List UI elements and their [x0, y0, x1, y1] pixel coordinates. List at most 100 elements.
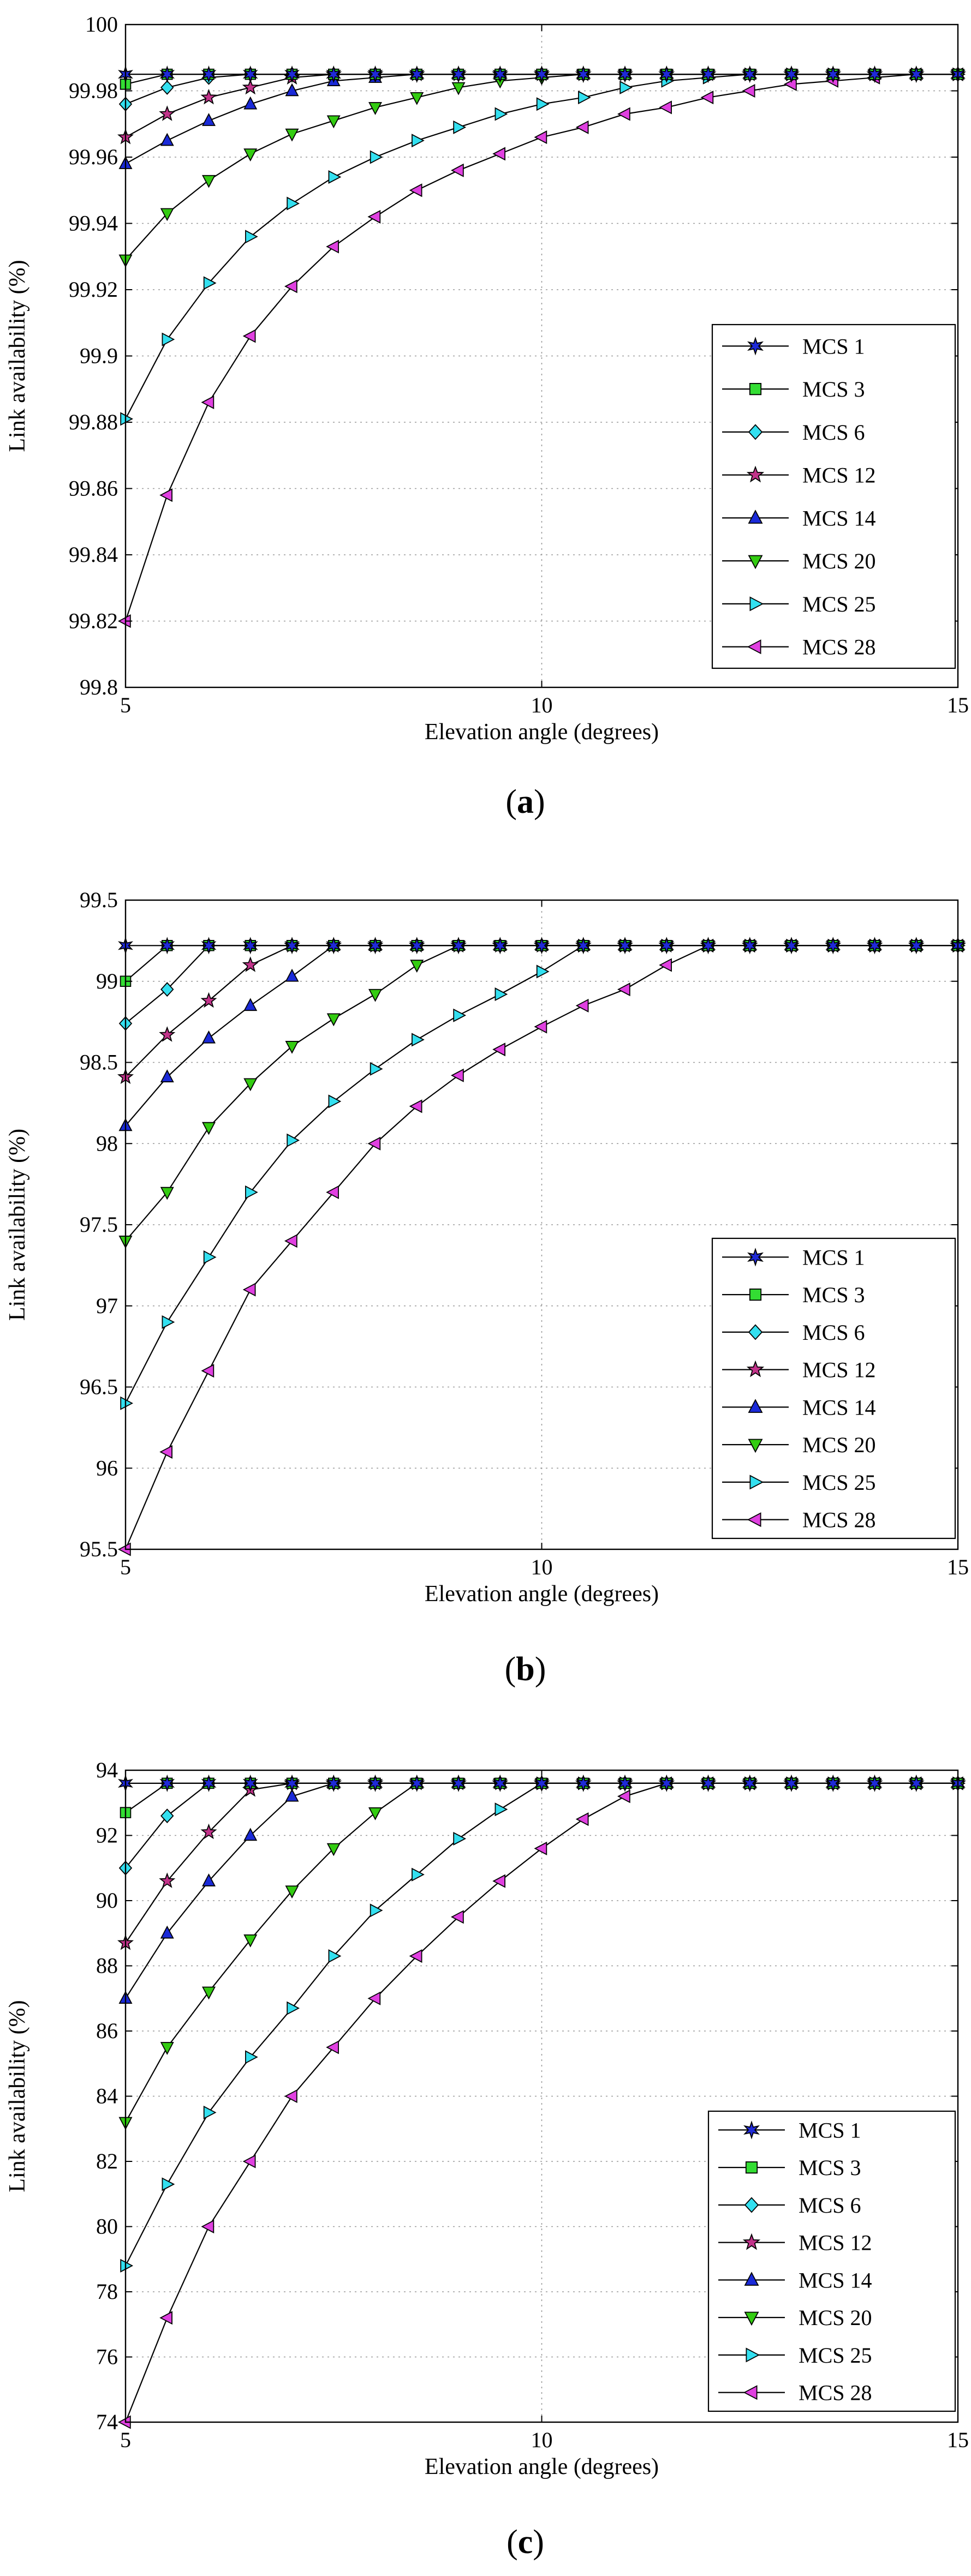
data-point-mcs-1	[784, 65, 799, 83]
data-point-mcs-25	[370, 150, 383, 164]
data-point-mcs-20	[368, 989, 382, 1002]
legend-item-mcs-20: MCS 20	[722, 1433, 876, 1457]
data-point-mcs-25	[370, 1903, 383, 1918]
data-point-mcs-20	[243, 1078, 258, 1092]
data-point-mcs-28	[201, 1364, 215, 1378]
y-tick-label: 99.94	[69, 211, 118, 236]
data-point-mcs-28	[617, 983, 630, 997]
data-point-mcs-25	[328, 1949, 342, 1963]
data-point-mcs-20	[326, 1013, 341, 1027]
data-point-mcs-6	[160, 982, 174, 997]
data-point-mcs-28	[201, 2220, 215, 2233]
legend-item-mcs-20: MCS 20	[722, 549, 876, 573]
figure-caption: (b)	[505, 1651, 546, 1688]
data-point-mcs-28	[409, 1949, 422, 1963]
x-tick-label: 15	[947, 2428, 969, 2452]
data-point-mcs-25	[453, 1831, 467, 1846]
data-point-mcs-1	[451, 937, 466, 955]
data-point-mcs-1	[825, 65, 841, 83]
data-point-mcs-1	[867, 1774, 883, 1793]
chart-c: 5 10 15 74 76 78 80 82 84 86 88 90 92 94 Elevation ang…	[5, 1758, 969, 2561]
legend-marker	[743, 2385, 758, 2400]
data-point-mcs-28	[575, 998, 589, 1013]
legend-label: MCS 1	[799, 2118, 861, 2142]
legend-marker	[747, 337, 764, 356]
data-point-mcs-1	[534, 65, 550, 83]
data-point-mcs-1	[534, 937, 550, 955]
data-point-mcs-20	[243, 148, 258, 161]
y-tick-label: 94	[96, 1758, 118, 1782]
data-point-mcs-1	[700, 937, 716, 955]
data-point-mcs-28	[326, 1185, 339, 1199]
data-point-mcs-14	[285, 83, 299, 97]
caption-open: (	[505, 1651, 516, 1688]
data-point-mcs-28	[242, 2154, 256, 2168]
legend-item-mcs-14: MCS 14	[722, 506, 876, 530]
legend-marker	[744, 2197, 759, 2213]
y-tick-label: 99.86	[69, 476, 118, 501]
data-point-mcs-6	[160, 80, 174, 95]
y-tick-label: 99.98	[69, 79, 118, 103]
data-point-mcs-1	[534, 1774, 550, 1793]
data-point-mcs-20	[410, 960, 424, 973]
caption-open: (	[505, 783, 517, 820]
x-tick-label: 15	[947, 1555, 969, 1579]
data-point-mcs-1	[742, 65, 758, 83]
data-point-mcs-25	[203, 276, 217, 290]
y-tick-label: 99.88	[69, 410, 118, 434]
data-point-mcs-1	[326, 65, 342, 83]
data-point-mcs-28	[367, 1136, 381, 1151]
data-point-mcs-25	[495, 107, 508, 121]
data-point-mcs-1	[159, 937, 175, 955]
legend-label: MCS 3	[802, 1283, 865, 1307]
legend-item-mcs-6: MCS 6	[718, 2193, 861, 2218]
y-axis-label: Link availability (%)	[5, 1129, 30, 1321]
data-point-mcs-25	[536, 964, 550, 979]
data-point-mcs-1	[409, 937, 425, 955]
data-point-mcs-1	[451, 1774, 466, 1793]
data-point-mcs-1	[409, 65, 425, 83]
data-point-mcs-20	[160, 208, 174, 221]
legend-item-mcs-25: MCS 25	[718, 2343, 872, 2368]
data-point-mcs-12	[159, 105, 176, 121]
data-point-mcs-28	[284, 279, 297, 293]
data-point-mcs-1	[659, 65, 675, 83]
legend-item-mcs-6: MCS 6	[722, 420, 865, 445]
y-tick-label: 100	[85, 12, 118, 37]
data-point-mcs-12	[159, 1026, 176, 1042]
caption-close: )	[534, 783, 545, 820]
legend-label: MCS 3	[799, 2155, 861, 2180]
data-point-mcs-28	[409, 183, 422, 197]
data-point-mcs-28	[492, 1043, 505, 1057]
data-point-mcs-1	[617, 937, 633, 955]
y-tick-label: 99.96	[69, 145, 118, 169]
data-point-mcs-12	[200, 88, 217, 105]
legend-item-mcs-25: MCS 25	[722, 1470, 876, 1495]
data-point-mcs-28	[534, 1020, 547, 1034]
legend-marker	[743, 2120, 760, 2140]
data-point-mcs-25	[412, 1867, 425, 1882]
y-axis-label: Link availability (%)	[5, 260, 30, 452]
data-point-mcs-20	[202, 175, 216, 188]
data-point-mcs-1	[367, 1774, 383, 1793]
data-point-mcs-28	[492, 1874, 505, 1888]
legend-marker	[747, 1512, 761, 1527]
x-tick-label: 5	[120, 1555, 131, 1579]
data-point-mcs-28	[326, 2040, 339, 2054]
data-point-mcs-28	[159, 2311, 172, 2325]
data-point-mcs-1	[242, 937, 258, 955]
data-point-mcs-25	[412, 1033, 425, 1047]
legend-label: MCS 14	[802, 506, 876, 530]
legend-marker	[748, 424, 763, 440]
data-point-mcs-1	[908, 937, 924, 955]
data-point-mcs-25	[120, 1396, 134, 1410]
legend-marker	[749, 1289, 762, 1301]
x-tick-label: 10	[531, 1555, 553, 1579]
data-point-mcs-25	[412, 134, 425, 148]
data-point-mcs-20	[368, 1807, 382, 1820]
data-point-mcs-20	[285, 128, 299, 142]
y-tick-label: 86	[96, 2018, 118, 2043]
data-point-mcs-14	[243, 1828, 258, 1841]
data-point-mcs-25	[495, 1802, 508, 1817]
caption-close: )	[535, 1651, 546, 1688]
